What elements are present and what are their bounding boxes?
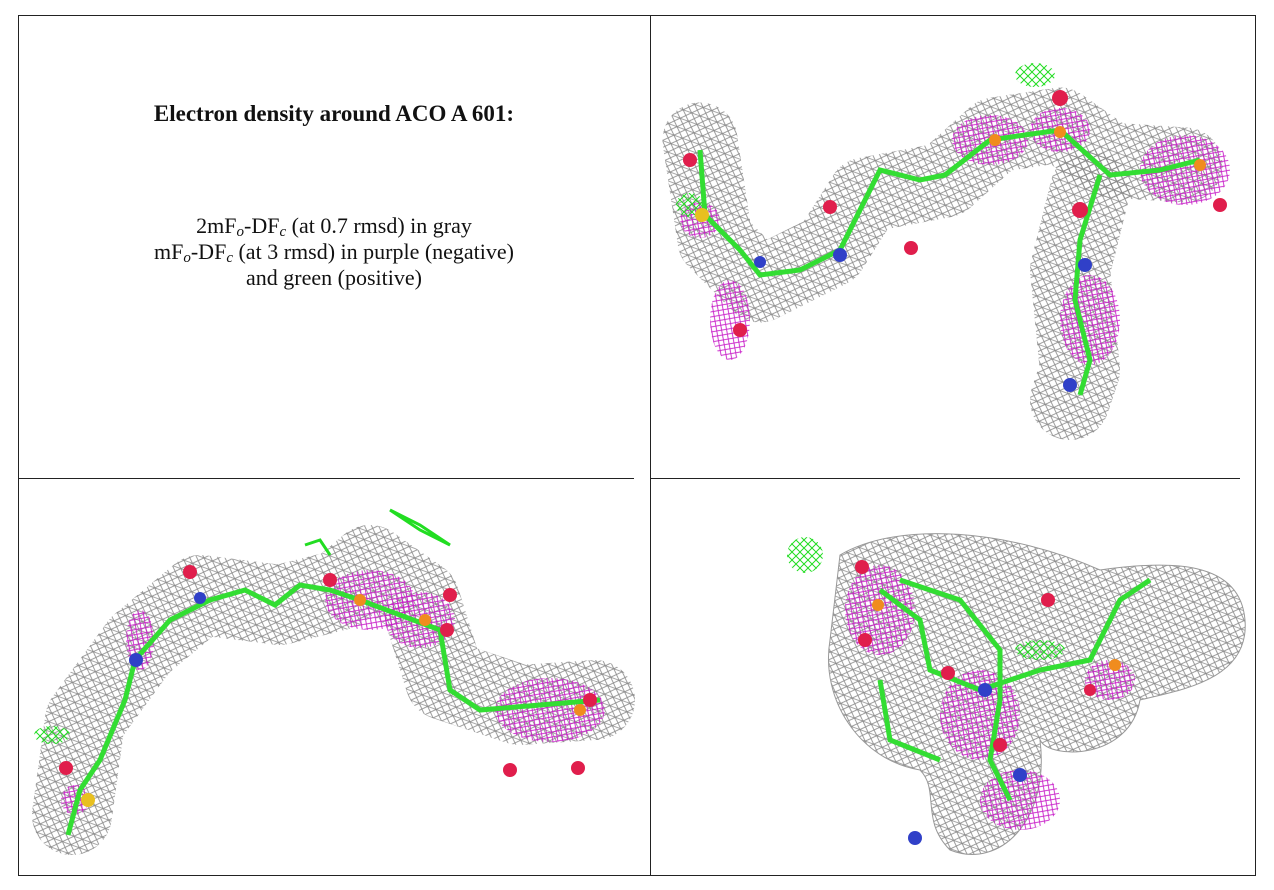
table-grid	[18, 15, 1256, 876]
text-run: -DF	[190, 239, 227, 264]
text-run: 2mF	[196, 213, 237, 238]
text-run: (at 3 rmsd) in purple (negative)	[232, 239, 514, 264]
caption-title: Electron density around ACO A 601:	[153, 101, 515, 126]
density-view	[787, 533, 1246, 855]
text-run: and green (positive)	[246, 265, 422, 290]
text-run: (at 0.7 rmsd) in gray	[286, 213, 472, 238]
density-view	[662, 63, 1230, 440]
text-run: -DF	[244, 213, 280, 238]
caption-line: 2mFo-DFc (at 0.7 rmsd) in gray	[18, 213, 650, 240]
caption-line: mFo-DFc (at 3 rmsd) in purple (negative)	[18, 239, 650, 266]
subscript: c	[226, 250, 233, 266]
text-run: mF	[154, 239, 184, 264]
subscript: o	[183, 250, 191, 266]
density-view	[32, 508, 635, 855]
subscript: o	[236, 224, 245, 240]
subscript: c	[279, 224, 287, 240]
caption-lines: 2mFo-DFc (at 0.7 rmsd) in gray mFo-DFc (a…	[18, 213, 650, 291]
caption-line: and green (positive)	[18, 265, 650, 291]
